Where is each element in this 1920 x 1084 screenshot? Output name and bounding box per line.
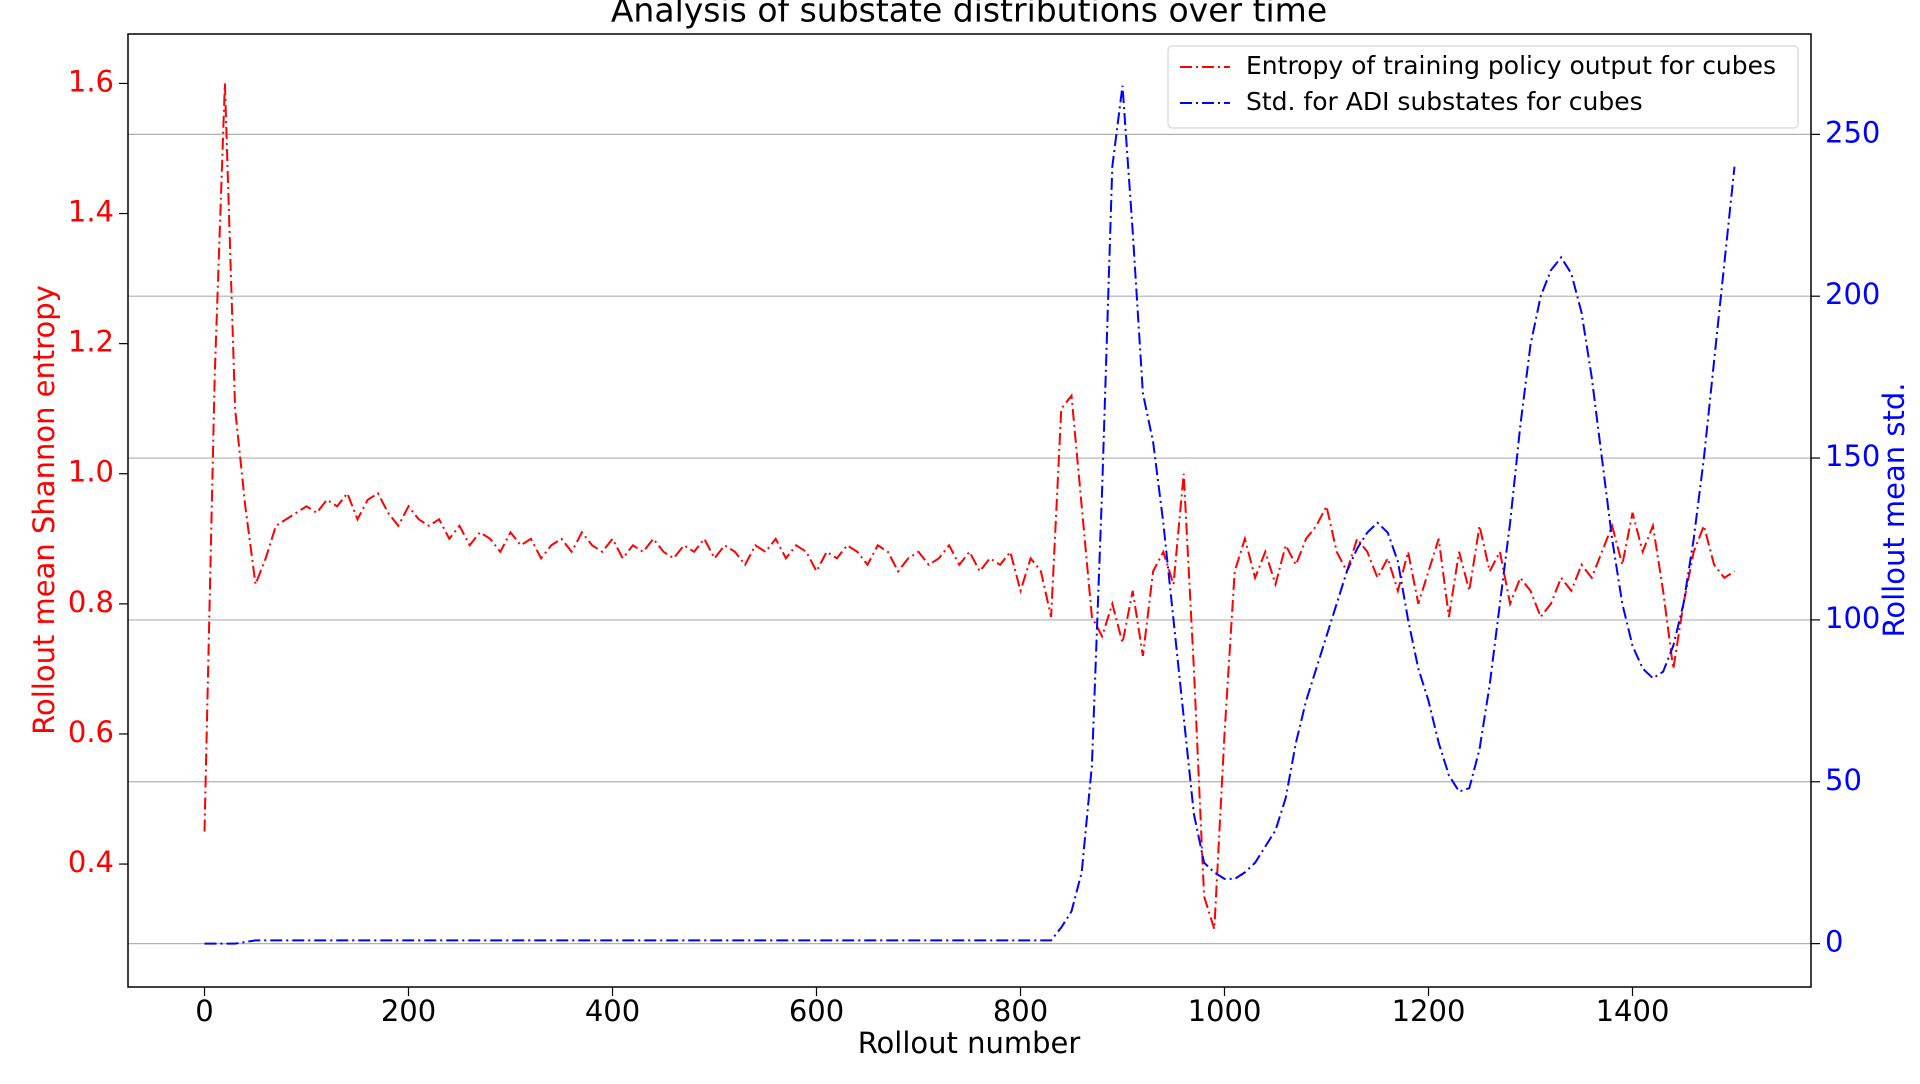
x-tick-label: 1200 (1392, 994, 1466, 1028)
y-tick-label: 0.8 (68, 585, 114, 619)
y-tick-label: 1.0 (68, 455, 114, 489)
y-tick-label: 0.4 (68, 845, 114, 879)
y2-tick-label: 0 (1825, 925, 1843, 959)
x-tick-label: 1400 (1596, 994, 1670, 1028)
y2-tick-label: 200 (1825, 277, 1880, 311)
y2-tick-label: 150 (1825, 439, 1880, 473)
series-line (204, 85, 1736, 945)
legend-label: Entropy of training policy output for cu… (1246, 51, 1776, 80)
x-tick-label: 200 (381, 994, 436, 1028)
x-axis-label: Rollout number (858, 1026, 1081, 1060)
y2-axis-label: Rollout mean std. (1877, 383, 1911, 638)
y-tick-label: 1.4 (68, 195, 114, 229)
legend-box (1167, 45, 1799, 129)
legend-label: Std. for ADI substates for cubes (1246, 87, 1643, 116)
x-tick-label: 400 (585, 994, 640, 1028)
x-tick-label: 0 (195, 994, 213, 1028)
x-tick-label: 800 (993, 994, 1048, 1028)
y-axis-label: Rollout mean Shannon entropy (27, 285, 61, 735)
y2-tick-label: 100 (1825, 601, 1880, 635)
chart-title: Analysis of substate distributions over … (611, 0, 1327, 30)
y2-tick-label: 250 (1825, 115, 1880, 149)
x-tick-label: 600 (789, 994, 844, 1028)
y-tick-label: 1.6 (68, 64, 114, 98)
y2-tick-label: 50 (1825, 763, 1862, 797)
y-tick-label: 1.2 (68, 325, 114, 359)
series-line (203, 83, 1736, 930)
plot-frame (127, 33, 1812, 988)
y-tick-label: 0.6 (68, 715, 114, 749)
x-tick-label: 1000 (1188, 994, 1262, 1028)
